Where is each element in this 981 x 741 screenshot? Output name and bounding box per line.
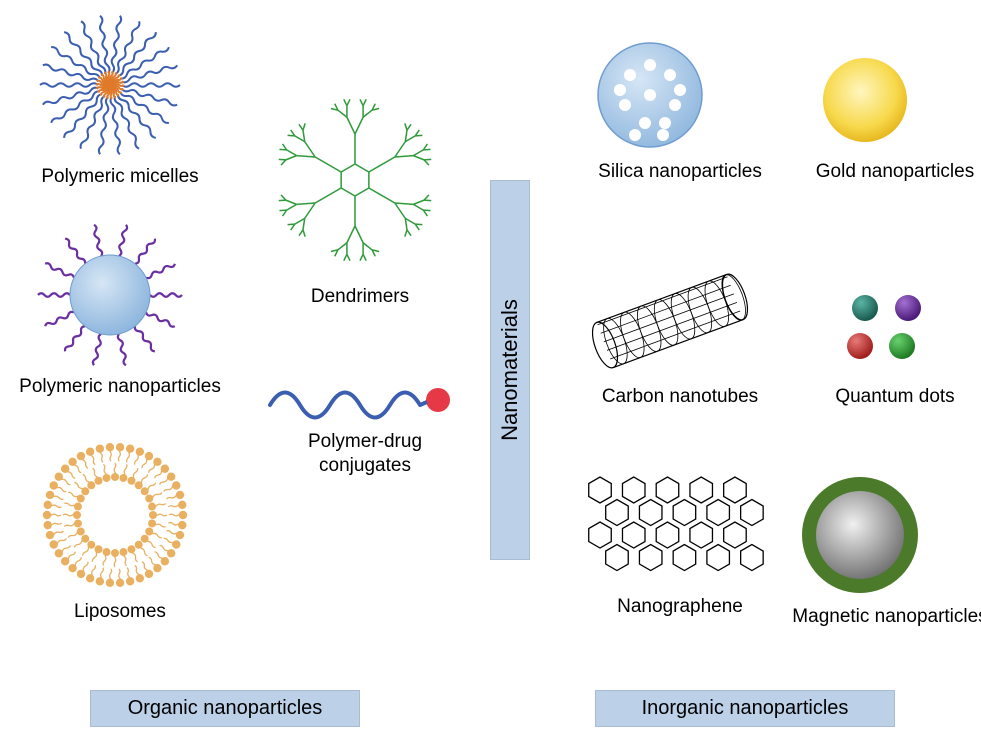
magnetic-label: Magnetic nanoparticles: [790, 606, 981, 628]
silica-label: Silica nanoparticles: [585, 161, 775, 183]
organic-category-label: Organic nanoparticles: [128, 697, 323, 719]
magnetic-icon: [790, 470, 930, 600]
dendrimers-label: Dendrimers: [250, 286, 470, 308]
dendrimers: Dendrimers: [250, 80, 470, 308]
nanomaterials-label: Nanomaterials: [497, 299, 523, 441]
polymer-drug-conjugates: Polymer-drug conjugates: [260, 370, 470, 478]
dendrimers-icon: [250, 80, 460, 280]
polymeric-nanoparticles-icon: [10, 220, 210, 370]
gold-icon: [810, 45, 920, 155]
polymeric-micelles-icon: [25, 10, 195, 160]
liposomes: Liposomes: [35, 435, 205, 623]
nanographene-icon: [580, 470, 780, 590]
polymer-drug-label: Polymer-drug conjugates: [260, 430, 470, 478]
nanomaterials-bar: Nanomaterials: [490, 180, 530, 560]
polymeric-micelles: Polymeric micelles: [25, 10, 215, 188]
quantum-dots-label: Quantum dots: [830, 386, 960, 408]
carbon-nanotubes-icon: [580, 260, 770, 380]
nanographene: Nanographene: [580, 470, 780, 618]
polymeric-micelles-label: Polymeric micelles: [25, 166, 215, 188]
polymer-drug-icon: [260, 370, 460, 430]
gold-nanoparticles: Gold nanoparticles: [810, 45, 980, 183]
quantum-dots-icon: [830, 280, 940, 380]
gold-label: Gold nanoparticles: [810, 161, 980, 183]
carbon-nanotubes-label: Carbon nanotubes: [580, 386, 780, 408]
magnetic-nanoparticles: Magnetic nanoparticles: [790, 470, 981, 628]
silica-nanoparticles: Silica nanoparticles: [585, 35, 775, 183]
silica-icon: [585, 35, 715, 155]
polymeric-nanoparticles-label: Polymeric nanoparticles: [10, 376, 230, 398]
quantum-dots: Quantum dots: [830, 280, 960, 408]
liposomes-label: Liposomes: [35, 601, 205, 623]
carbon-nanotubes: Carbon nanotubes: [580, 260, 780, 408]
inorganic-category-label: Inorganic nanoparticles: [642, 697, 849, 719]
polymeric-nanoparticles: Polymeric nanoparticles: [10, 220, 230, 398]
organic-category-bar: Organic nanoparticles: [90, 690, 360, 727]
nanographene-label: Nanographene: [580, 596, 780, 618]
liposomes-icon: [35, 435, 195, 595]
inorganic-category-bar: Inorganic nanoparticles: [595, 690, 895, 727]
